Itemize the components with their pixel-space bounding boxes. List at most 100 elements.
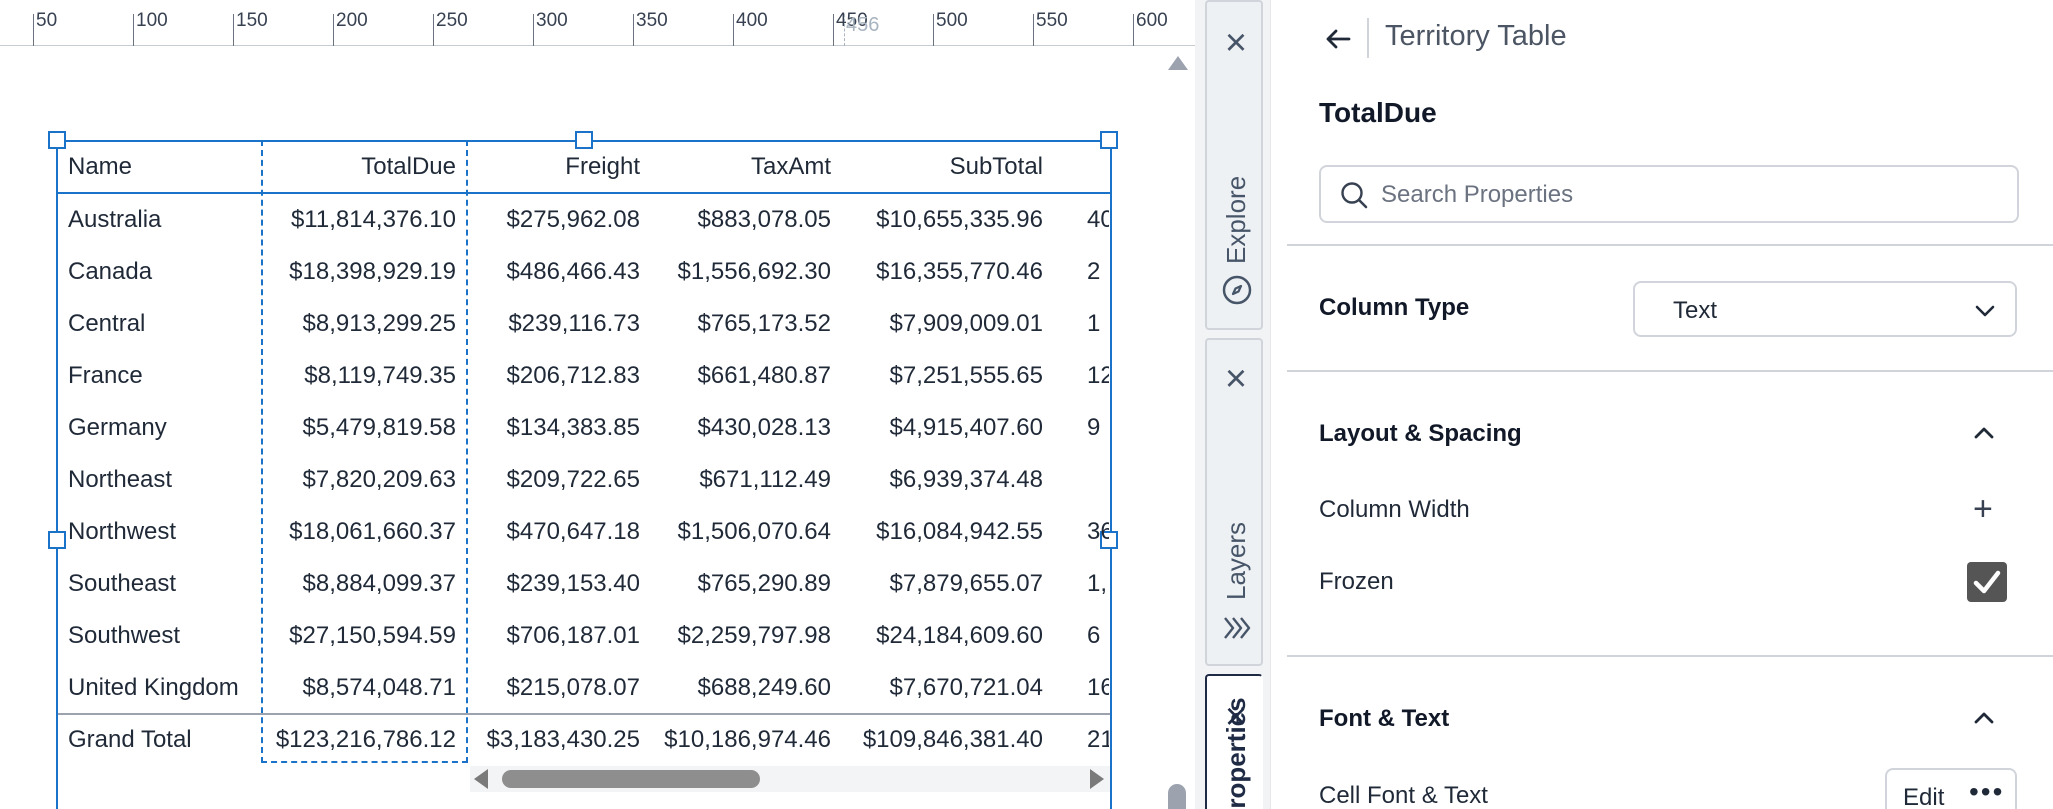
font-section-title[interactable]: Font & Text [1319, 705, 1450, 732]
table-cell-totaldue[interactable]: $8,119,749.35 [304, 362, 456, 389]
table-cell-overflow[interactable]: 36 [1087, 518, 1109, 545]
total-cell-name[interactable]: Grand Total [68, 726, 192, 753]
table-cell-totaldue[interactable]: $8,884,099.37 [302, 570, 456, 597]
table-cell-overflow[interactable]: 6 [1087, 622, 1101, 649]
tab-explore[interactable]: × Explore [1205, 0, 1263, 330]
table-cell-subtotal[interactable]: $7,670,721.04 [889, 674, 1043, 701]
resize-handle-middle-right[interactable] [1100, 531, 1118, 549]
column-header-taxamt[interactable]: TaxAmt [750, 153, 831, 180]
total-cell-subtotal[interactable]: $109,846,381.40 [862, 726, 1043, 753]
scroll-right-arrow-icon[interactable] [1090, 769, 1104, 789]
table-cell-name[interactable]: Canada [68, 258, 153, 285]
table-cell-taxamt[interactable]: $883,078.05 [697, 206, 831, 233]
selected-column-outline[interactable] [261, 140, 468, 763]
more-options-icon[interactable]: ••• [1969, 776, 2005, 807]
table-cell-taxamt[interactable]: $671,112.49 [699, 466, 831, 493]
table-cell-taxamt[interactable]: $1,506,070.64 [677, 518, 831, 545]
table-cell-name[interactable]: France [68, 362, 143, 389]
vertical-scroll-thumb[interactable] [1168, 784, 1186, 809]
table-cell-overflow[interactable]: 40 [1087, 206, 1109, 233]
column-header-subtotal[interactable]: SubTotal [949, 153, 1043, 180]
table-cell-name[interactable]: Southwest [68, 622, 181, 649]
table-cell-taxamt[interactable]: $430,028.13 [697, 414, 831, 441]
table-cell-overflow[interactable]: 1, [1087, 570, 1108, 597]
report-canvas[interactable]: 50 100 150 200 250 300 350 400 450 500 550 600 456 N… [0, 0, 1195, 809]
table-cell-subtotal[interactable]: $7,251,555.65 [889, 362, 1043, 389]
resize-handle-middle-left[interactable] [48, 531, 66, 549]
table-cell-subtotal[interactable]: $4,915,407.60 [889, 414, 1043, 441]
table-cell-freight[interactable]: $706,187.01 [506, 622, 640, 649]
chevron-up-icon[interactable] [1971, 420, 1997, 446]
total-cell-freight[interactable]: $3,183,430.25 [486, 726, 640, 753]
frozen-checkbox[interactable] [1967, 562, 2007, 602]
table-cell-subtotal[interactable]: $16,355,770.46 [876, 258, 1043, 285]
table-cell-name[interactable]: Australia [68, 206, 162, 233]
table-cell-totaldue[interactable]: $18,061,660.37 [289, 518, 456, 545]
column-header-totaldue[interactable]: TotalDue [361, 153, 456, 180]
tab-layers[interactable]: × Layers [1205, 338, 1263, 666]
table-cell-freight[interactable]: $134,383.85 [506, 414, 640, 441]
chevron-up-icon[interactable] [1971, 705, 1997, 731]
search-input[interactable] [1381, 177, 2001, 213]
table-cell-taxamt[interactable]: $1,556,692.30 [677, 258, 831, 285]
close-icon[interactable]: × [1224, 358, 1248, 400]
resize-handle-top-center[interactable] [575, 131, 593, 149]
table-cell-totaldue[interactable]: $5,479,819.58 [302, 414, 456, 441]
table-cell-overflow[interactable]: 12 [1087, 362, 1109, 389]
column-type-select[interactable]: Text [1633, 281, 2017, 337]
add-icon[interactable]: + [1973, 490, 1993, 528]
table-cell-name[interactable]: Central [68, 310, 146, 337]
table-cell-totaldue[interactable]: $27,150,594.59 [289, 622, 456, 649]
table-cell-name[interactable]: United Kingdom [68, 674, 239, 701]
table-cell-freight[interactable]: $215,078.07 [506, 674, 640, 701]
table-cell-freight[interactable]: $209,722.65 [506, 466, 640, 493]
table-cell-freight[interactable]: $275,962.08 [506, 206, 640, 233]
table-cell-subtotal[interactable]: $7,909,009.01 [889, 310, 1043, 337]
column-header-freight[interactable]: Freight [565, 153, 640, 180]
table-cell-subtotal[interactable]: $24,184,609.60 [876, 622, 1043, 649]
scroll-up-arrow-icon[interactable] [1168, 56, 1188, 70]
table-cell-freight[interactable]: $470,647.18 [506, 518, 640, 545]
resize-handle-top-left[interactable] [48, 131, 66, 149]
table-cell-totaldue[interactable]: $18,398,929.19 [289, 258, 456, 285]
total-cell-overflow[interactable]: 212, [1087, 726, 1109, 753]
table-cell-overflow[interactable]: 16 [1087, 674, 1109, 701]
total-cell-taxamt[interactable]: $10,186,974.46 [664, 726, 831, 753]
table-cell-taxamt[interactable]: $2,259,797.98 [677, 622, 831, 649]
scroll-left-arrow-icon[interactable] [474, 769, 488, 789]
table-cell-taxamt[interactable]: $688,249.60 [697, 674, 831, 701]
horizontal-scroll-thumb[interactable] [502, 770, 760, 788]
table-cell-subtotal[interactable]: $16,084,942.55 [876, 518, 1043, 545]
table-cell-overflow[interactable]: 1 [1087, 310, 1101, 337]
layout-section-title[interactable]: Layout & Spacing [1319, 420, 1522, 447]
table-cell-totaldue[interactable]: $11,814,376.10 [290, 206, 456, 233]
table-cell-totaldue[interactable]: $8,574,048.71 [302, 674, 456, 701]
search-box[interactable] [1319, 165, 2019, 223]
table-cell-overflow[interactable]: 9 [1087, 414, 1101, 441]
edit-button[interactable]: Edit ••• [1885, 768, 2017, 809]
table-cell-name[interactable]: Germany [68, 414, 167, 441]
table-cell-overflow[interactable]: 2 [1087, 258, 1101, 285]
table-cell-name[interactable]: Southeast [68, 570, 177, 597]
table-cell-taxamt[interactable]: $765,290.89 [697, 570, 831, 597]
close-icon[interactable]: × [1224, 22, 1248, 64]
back-arrow-icon[interactable] [1321, 22, 1355, 56]
tab-properties[interactable]: × Properties [1205, 674, 1263, 809]
table-cell-freight[interactable]: $239,116.73 [508, 310, 640, 337]
table-cell-totaldue[interactable]: $8,913,299.25 [302, 310, 456, 337]
table-cell-name[interactable]: Northeast [68, 466, 173, 493]
table-cell-taxamt[interactable]: $765,173.52 [697, 310, 831, 337]
column-header-name[interactable]: Name [68, 153, 133, 180]
total-cell-totaldue[interactable]: $123,216,786.12 [275, 726, 456, 753]
close-icon[interactable]: × [1224, 696, 1248, 738]
table-cell-freight[interactable]: $486,466.43 [506, 258, 640, 285]
table-cell-subtotal[interactable]: $7,879,655.07 [889, 570, 1043, 597]
table-cell-freight[interactable]: $239,153.40 [506, 570, 640, 597]
resize-handle-top-right[interactable] [1100, 131, 1118, 149]
table-cell-freight[interactable]: $206,712.83 [506, 362, 640, 389]
table-cell-subtotal[interactable]: $10,655,335.96 [876, 206, 1043, 233]
table-cell-subtotal[interactable]: $6,939,374.48 [889, 466, 1043, 493]
table-cell-totaldue[interactable]: $7,820,209.63 [302, 466, 456, 493]
table-cell-name[interactable]: Northwest [68, 518, 177, 545]
table-cell-taxamt[interactable]: $661,480.87 [697, 362, 831, 389]
